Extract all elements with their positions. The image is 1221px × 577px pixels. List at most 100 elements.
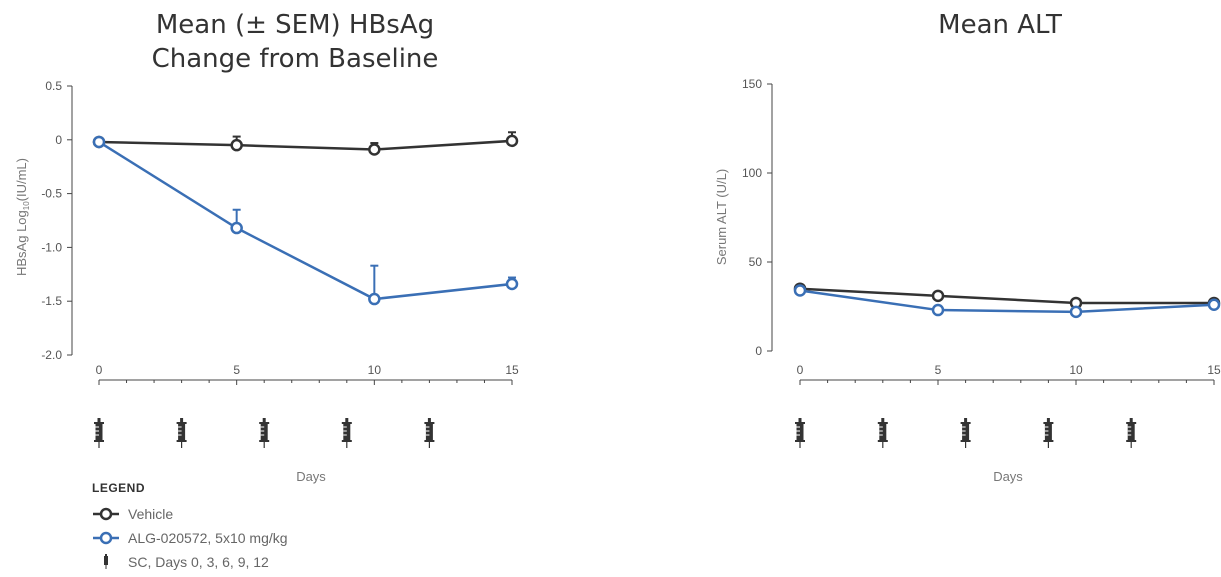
legend: LEGEND Vehicle ALG-020572, 5x10 mg/kg SC…	[92, 481, 288, 574]
syringe-hub	[960, 440, 971, 442]
syringe-barrel	[962, 424, 970, 440]
x-tick-label: 5	[935, 363, 942, 377]
x-tick-label: 15	[505, 363, 519, 377]
chart-title-line: Change from Baseline	[151, 44, 439, 74]
data-point	[230, 138, 243, 152]
data-point	[1207, 298, 1221, 311]
y-tick-label: 0	[755, 344, 762, 358]
syringe-hub	[259, 440, 270, 442]
legend-item-alg: ALG-020572, 5x10 mg/kg	[92, 526, 288, 550]
syringe-flange	[795, 422, 805, 424]
syringe-plunger	[1129, 418, 1133, 422]
legend-item-vehicle: Vehicle	[92, 502, 288, 526]
y-tick-label: -1.5	[41, 294, 62, 308]
syringe-flange	[877, 422, 888, 424]
y-tick-label: 50	[749, 255, 763, 269]
syringe-barrel	[796, 424, 804, 440]
syringe-flange	[960, 422, 971, 424]
syringe-hub	[795, 440, 805, 442]
data-point	[931, 289, 945, 303]
syringe-flange	[424, 422, 435, 424]
data-point	[505, 277, 519, 291]
series-line	[799, 289, 1215, 314]
data-point	[230, 221, 243, 235]
chart-title-alt: Mean ALT	[880, 8, 1120, 42]
syringe-plunger	[262, 418, 266, 422]
syringe-flange	[176, 422, 187, 424]
syringe-barrel	[1044, 424, 1052, 440]
syringe-icon	[1043, 418, 1054, 448]
y-tick-label: 150	[742, 77, 762, 91]
circle-line-icon	[93, 507, 119, 521]
syringe-plunger	[427, 418, 431, 422]
syringe-flange	[341, 422, 352, 424]
syringe-barrel	[879, 424, 887, 440]
syringe-plunger	[1046, 418, 1050, 422]
data-point	[368, 292, 381, 306]
x-tick-label: 0	[96, 363, 103, 377]
data-point	[505, 134, 519, 148]
y-tick-label: -0.5	[41, 187, 62, 201]
syringe-icon	[176, 418, 187, 448]
x-tick-label: 10	[368, 363, 382, 377]
legend-item-dosing: SC, Days 0, 3, 6, 9, 12	[92, 550, 288, 574]
syringe-icon	[94, 418, 104, 448]
syringe-plunger	[798, 418, 802, 422]
syringe-barrel	[343, 424, 351, 440]
syringe-plunger	[964, 418, 968, 422]
x-axis-title: Days	[993, 469, 1023, 484]
chart-title-hbsag: Mean (± SEM) HBsAg Change from Baseline	[100, 8, 490, 76]
syringe-hub	[94, 440, 104, 442]
syringe-flange	[259, 422, 270, 424]
x-tick-label: 15	[1207, 363, 1221, 377]
data-point	[368, 143, 381, 156]
syringe-barrel	[425, 424, 433, 440]
syringe-flange	[1126, 422, 1137, 424]
data-point	[92, 135, 106, 149]
legend-label: ALG-020572, 5x10 mg/kg	[128, 530, 288, 546]
chart-title-line: Mean (± SEM) HBsAg	[155, 10, 435, 40]
chart-title-line: Mean ALT	[938, 10, 1062, 40]
syringe-plunger	[345, 418, 349, 422]
syringe-hub	[877, 440, 888, 442]
syringe-icon	[259, 418, 270, 448]
syringe-flange	[94, 422, 104, 424]
syringe-plunger	[881, 418, 885, 422]
syringe-hub	[176, 440, 187, 442]
data-point	[931, 303, 945, 317]
syringe-barrel	[260, 424, 268, 440]
series-line	[98, 139, 513, 151]
data-point	[1069, 305, 1083, 319]
syringe-plunger	[180, 418, 184, 422]
syringe-flange	[1043, 422, 1054, 424]
syringe-hub	[1043, 440, 1054, 442]
x-tick-label: 5	[233, 363, 240, 377]
syringe-icon	[341, 418, 352, 448]
legend-label: Vehicle	[128, 506, 174, 522]
syringe-barrel	[95, 424, 103, 440]
x-tick-label: 0	[797, 363, 804, 377]
x-axis-title: Days	[296, 469, 326, 484]
y-tick-label: -2.0	[41, 348, 62, 362]
syringe-barrel	[1127, 424, 1135, 440]
y-tick-label: 0.5	[45, 79, 62, 93]
syringe-icon	[1126, 418, 1137, 448]
x-tick-label: 10	[1069, 363, 1083, 377]
syringe-icon	[424, 418, 435, 448]
syringe-plunger	[97, 418, 101, 422]
y-axis-title: Serum ALT (U/L)	[714, 169, 729, 265]
syringe-hub	[341, 440, 352, 442]
legend-heading: LEGEND	[92, 481, 146, 495]
syringe-icon	[104, 554, 108, 569]
y-tick-label: 100	[742, 166, 762, 180]
syringe-icon	[795, 418, 805, 448]
y-axis-title: HBsAg Log10(IU/mL)	[14, 158, 31, 276]
syringe-hub	[424, 440, 435, 442]
syringe-barrel	[178, 424, 186, 440]
syringe-icon	[960, 418, 971, 448]
syringe-icon	[877, 418, 888, 448]
y-tick-label: 0	[55, 133, 62, 147]
data-point	[793, 284, 807, 297]
